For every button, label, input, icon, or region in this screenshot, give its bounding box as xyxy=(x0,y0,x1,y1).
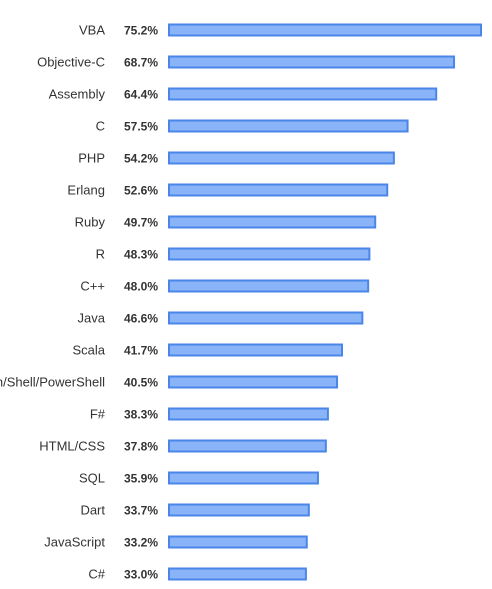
bar-row-c: C 57.5% xyxy=(96,119,409,134)
category-label: Bash/Shell/PowerShell xyxy=(0,375,105,390)
category-label: SQL xyxy=(79,471,105,486)
bar-row-f: F# 38.3% xyxy=(90,407,329,422)
value-label: 52.6% xyxy=(124,184,158,198)
bar-row-r: R 48.3% xyxy=(96,247,371,262)
category-label: Dart xyxy=(80,503,105,518)
category-label: Scala xyxy=(72,343,105,358)
category-label: HTML/CSS xyxy=(39,439,105,454)
category-label: C++ xyxy=(80,279,105,294)
bar xyxy=(168,439,327,453)
value-label: 48.3% xyxy=(124,248,158,262)
value-label: 49.7% xyxy=(124,216,158,230)
bar xyxy=(168,119,409,133)
bar-row-scala: Scala 41.7% xyxy=(72,343,344,358)
bar-row-objective-c: Objective-C 68.7% xyxy=(37,55,456,70)
category-label: F# xyxy=(90,407,106,422)
bar-row-sql: SQL 35.9% xyxy=(79,471,319,486)
bar xyxy=(168,151,395,165)
bar xyxy=(168,407,329,421)
category-label: C# xyxy=(88,567,105,582)
value-label: 38.3% xyxy=(124,408,158,422)
bar xyxy=(168,375,339,389)
bar xyxy=(168,311,364,325)
value-label: 46.6% xyxy=(124,312,158,326)
value-label: 57.5% xyxy=(124,120,158,134)
bar-row-assembly: Assembly 64.4% xyxy=(49,87,438,102)
bar-row-c: C++ 48.0% xyxy=(80,279,370,294)
bar-row-ruby: Ruby 49.7% xyxy=(75,215,377,230)
bar xyxy=(168,279,370,293)
bar xyxy=(168,183,389,197)
value-label: 35.9% xyxy=(124,472,158,486)
bar xyxy=(168,471,319,485)
category-label: Java xyxy=(78,311,106,326)
bar-row-html-css: HTML/CSS 37.8% xyxy=(39,439,327,454)
category-label: C xyxy=(96,119,105,134)
value-label: 33.2% xyxy=(124,536,158,550)
bar xyxy=(168,343,344,357)
value-label: 33.7% xyxy=(124,504,158,518)
category-label: VBA xyxy=(79,23,105,38)
category-label: Erlang xyxy=(67,183,105,198)
category-label: PHP xyxy=(78,151,105,166)
bar-row-php: PHP 54.2% xyxy=(78,151,395,166)
bar-row-c: C# 33.0% xyxy=(88,567,307,582)
value-label: 75.2% xyxy=(124,24,158,38)
bar-row-dart: Dart 33.7% xyxy=(80,503,310,518)
bar xyxy=(168,215,377,229)
value-label: 54.2% xyxy=(124,152,158,166)
value-label: 64.4% xyxy=(124,88,158,102)
value-label: 41.7% xyxy=(124,344,158,358)
bar xyxy=(168,503,310,517)
category-label: R xyxy=(96,247,105,262)
value-label: 68.7% xyxy=(124,56,158,70)
bar xyxy=(168,247,371,261)
bar-row-erlang: Erlang 52.6% xyxy=(67,183,389,198)
bar xyxy=(168,87,438,101)
bar xyxy=(168,23,482,37)
category-label: Objective-C xyxy=(37,55,105,70)
value-label: 48.0% xyxy=(124,280,158,294)
category-label: Assembly xyxy=(49,87,106,102)
value-label: 40.5% xyxy=(124,376,158,390)
bar-row-java: Java 46.6% xyxy=(78,311,364,326)
bar xyxy=(168,55,456,69)
value-label: 33.0% xyxy=(124,568,158,582)
bar-row-bash-shell-powershell: Bash/Shell/PowerShell 40.5% xyxy=(0,375,339,390)
value-label: 37.8% xyxy=(124,440,158,454)
bar xyxy=(168,567,307,581)
bar-row-vba: VBA 75.2% xyxy=(79,23,482,38)
bar xyxy=(168,535,308,549)
bar-row-javascript: JavaScript 33.2% xyxy=(44,535,308,550)
category-label: Ruby xyxy=(75,215,106,230)
category-label: JavaScript xyxy=(44,535,105,550)
